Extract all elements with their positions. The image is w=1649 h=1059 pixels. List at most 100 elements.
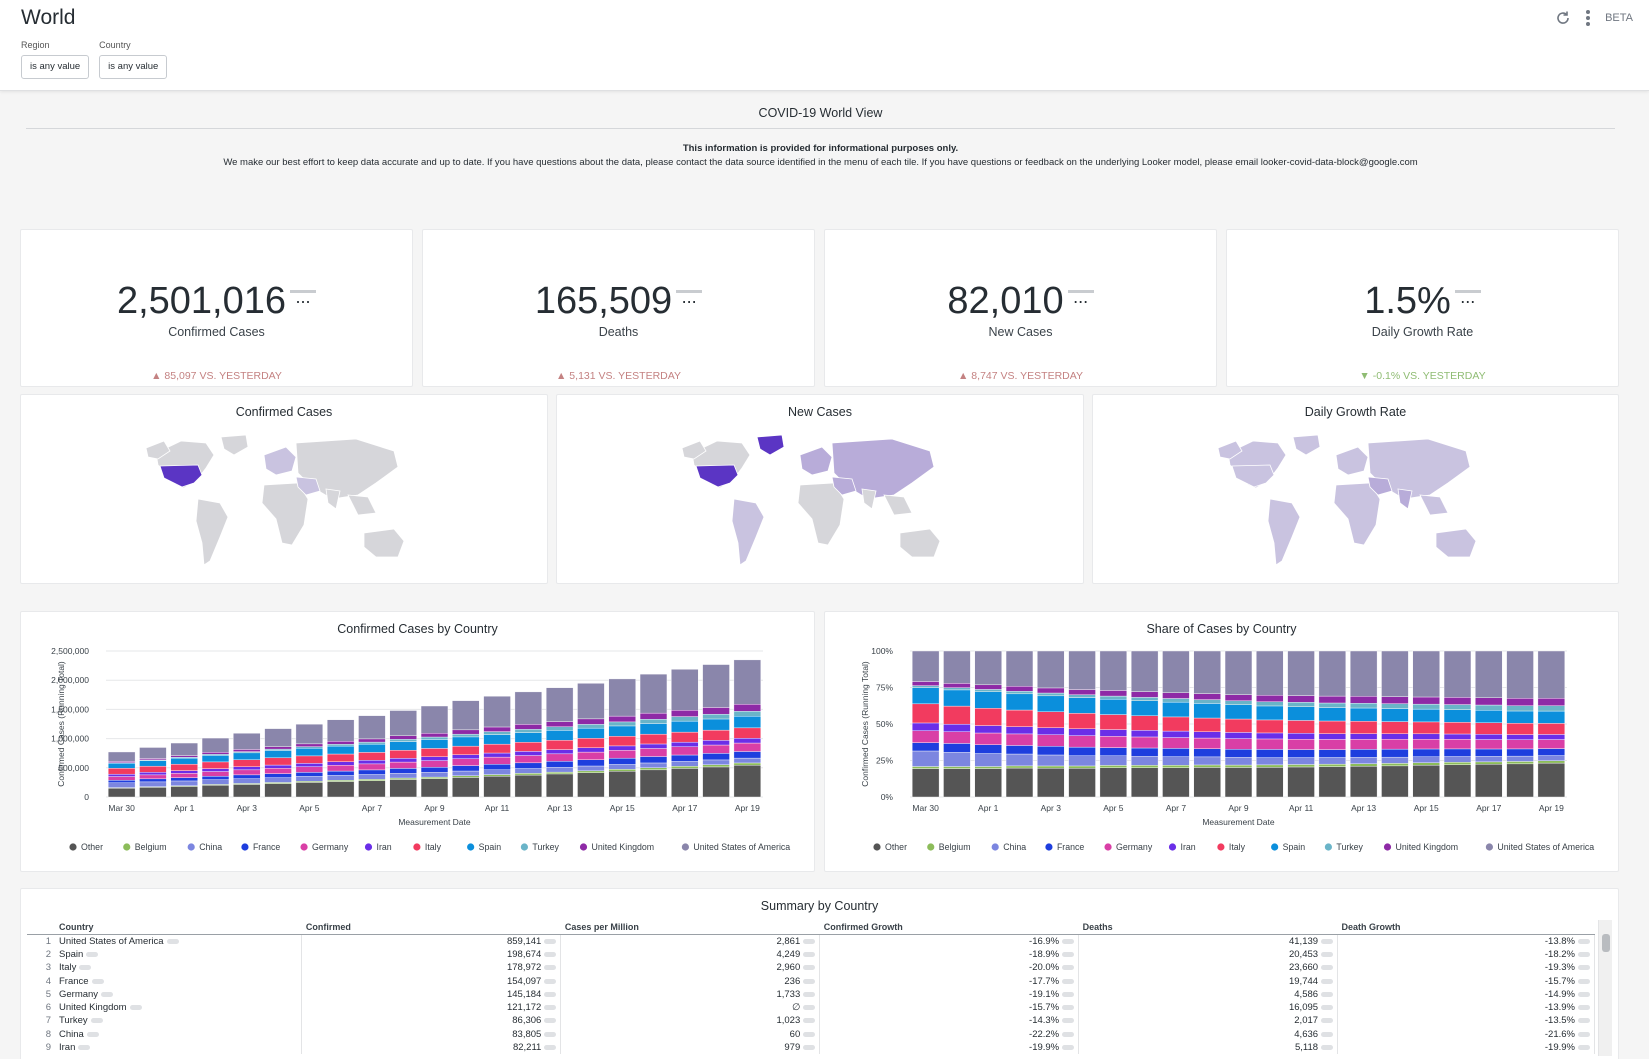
bar-segment[interactable] <box>107 751 136 762</box>
bar-segment[interactable] <box>608 771 636 798</box>
bar-segment[interactable] <box>1068 713 1096 730</box>
bar-segment[interactable] <box>420 767 449 773</box>
more-icon[interactable]: ... <box>676 288 703 306</box>
row-menu-icon[interactable] <box>1321 1005 1334 1011</box>
bar-segment[interactable] <box>326 719 355 742</box>
bar-segment[interactable] <box>295 746 324 749</box>
bar-segment[interactable] <box>1506 650 1534 699</box>
bar-segment[interactable] <box>1318 702 1347 708</box>
bar-segment[interactable] <box>1193 767 1221 798</box>
bar-segment[interactable] <box>358 741 386 745</box>
bar-segment[interactable] <box>139 765 167 773</box>
bar-segment[interactable] <box>1475 734 1503 740</box>
bar-segment[interactable] <box>264 764 292 769</box>
row-menu-icon[interactable] <box>1578 991 1590 997</box>
map-region-alaska[interactable] <box>1217 440 1243 460</box>
bar-segment[interactable] <box>974 689 1002 692</box>
bar-segment[interactable] <box>264 746 292 750</box>
bar-segment[interactable] <box>1068 689 1096 695</box>
bar-segment[interactable] <box>1130 767 1159 798</box>
bar-segment[interactable] <box>639 756 668 764</box>
bar-segment[interactable] <box>1537 697 1566 706</box>
bar-segment[interactable] <box>1256 738 1284 750</box>
row-menu-icon[interactable] <box>1578 965 1590 971</box>
bar-segment[interactable] <box>201 752 230 755</box>
bar-segment[interactable] <box>545 753 574 762</box>
table-scrollbar[interactable] <box>1598 920 1612 1056</box>
bar-segment[interactable] <box>974 753 1002 767</box>
bar-segment[interactable] <box>1099 765 1128 768</box>
table-row[interactable]: 8 China 83,805 60 -22.2% 4,636 -21.6% <box>27 1027 1595 1041</box>
bar-segment[interactable] <box>1224 704 1253 720</box>
bar-segment[interactable] <box>702 753 730 761</box>
bar-segment[interactable] <box>1099 736 1128 748</box>
bar-segment[interactable] <box>1506 698 1534 706</box>
map-region-samerica[interactable] <box>731 498 765 566</box>
bar-segment[interactable] <box>420 739 449 749</box>
col-confirmed[interactable]: Confirmed <box>301 920 561 935</box>
bar-segment[interactable] <box>1475 697 1503 706</box>
bar-segment[interactable] <box>1005 691 1034 695</box>
bar-segment[interactable] <box>1193 703 1221 719</box>
legend-item[interactable]: France <box>1045 842 1084 852</box>
bar-segment[interactable] <box>170 773 198 778</box>
bar-segment[interactable] <box>295 766 324 773</box>
chart-tile-share-by-country[interactable]: Share of Cases by Country 0% 25% 50% 75% 100… <box>824 611 1619 872</box>
bar-segment[interactable] <box>1381 733 1409 740</box>
row-menu-icon[interactable] <box>90 1018 103 1024</box>
bar-segment[interactable] <box>671 754 699 762</box>
bar-segment[interactable] <box>358 774 386 780</box>
bar-segment[interactable] <box>1224 757 1253 766</box>
bar-segment[interactable] <box>233 749 261 752</box>
row-menu-icon[interactable] <box>1321 991 1334 997</box>
bar-segment[interactable] <box>1349 765 1378 798</box>
bar-segment[interactable] <box>702 766 730 798</box>
bar-segment[interactable] <box>1037 734 1065 747</box>
legend-item[interactable]: Belgium <box>927 842 971 852</box>
world-map[interactable] <box>1208 433 1508 583</box>
row-menu-icon[interactable] <box>544 991 557 997</box>
map-region-usa[interactable] <box>695 464 739 488</box>
bar-segment[interactable] <box>452 765 480 772</box>
bar-segment[interactable] <box>233 769 261 776</box>
bar-segment[interactable] <box>1443 764 1472 798</box>
bar-segment[interactable] <box>911 687 940 705</box>
bar-segment[interactable] <box>514 773 543 776</box>
bar-segment[interactable] <box>639 712 668 720</box>
row-menu-icon[interactable] <box>1321 1031 1334 1037</box>
bar-segment[interactable] <box>139 787 167 798</box>
bar-segment[interactable] <box>639 762 668 768</box>
map-region-seasia[interactable] <box>347 494 377 516</box>
bar-segment[interactable] <box>545 761 574 768</box>
bar-segment[interactable] <box>1162 730 1190 738</box>
bar-segment[interactable] <box>1005 733 1034 746</box>
bar-segment[interactable] <box>1130 756 1159 766</box>
bar-segment[interactable] <box>1287 706 1315 721</box>
table-row[interactable]: 2 Spain 198,674 4,249 -18.9% 20,453 -18.2% <box>27 947 1595 962</box>
map-region-mideast[interactable] <box>1367 476 1393 496</box>
legend-item[interactable]: China <box>187 842 223 852</box>
bar-segment[interactable] <box>1099 695 1128 700</box>
row-menu-icon[interactable] <box>129 1005 142 1011</box>
bar-segment[interactable] <box>1318 766 1347 798</box>
legend-item[interactable]: United Kingdom <box>1383 842 1458 852</box>
table-row[interactable]: 6 United Kingdom 121,172 ∅ -15.7% 16,095 -13.9… <box>27 1000 1595 1015</box>
bar-segment[interactable] <box>1475 704 1503 711</box>
bar-segment[interactable] <box>1037 768 1065 798</box>
bar-segment[interactable] <box>139 760 167 767</box>
bar-segment[interactable] <box>326 745 355 755</box>
bar-segment[interactable] <box>139 781 167 787</box>
bar-segment[interactable] <box>639 723 668 735</box>
more-icon[interactable]: ... <box>1454 288 1481 306</box>
bar-segment[interactable] <box>911 650 940 682</box>
bar-segment[interactable] <box>1099 699 1128 715</box>
bar-segment[interactable] <box>639 673 668 714</box>
bar-segment[interactable] <box>1349 650 1378 697</box>
bar-segment[interactable] <box>201 755 230 763</box>
bar-segment[interactable] <box>233 752 261 760</box>
bar-segment[interactable] <box>608 757 636 765</box>
bar-segment[interactable] <box>326 761 355 766</box>
map-region-mideast[interactable] <box>295 476 321 496</box>
bar-segment[interactable] <box>545 773 574 798</box>
bar-segment[interactable] <box>545 749 574 755</box>
